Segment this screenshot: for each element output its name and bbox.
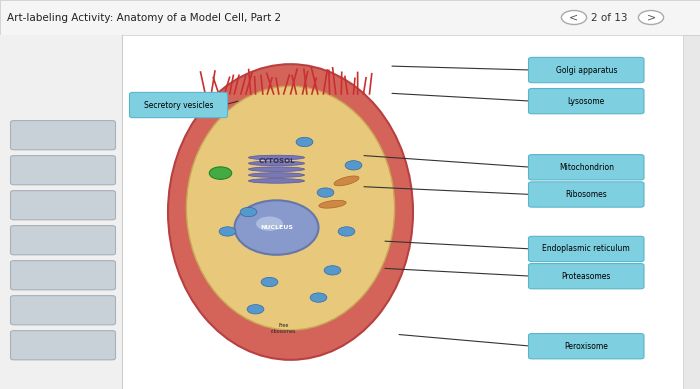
Text: 2 of 13: 2 of 13 [591,12,627,23]
Ellipse shape [248,161,304,166]
FancyBboxPatch shape [10,121,116,150]
Ellipse shape [248,173,304,177]
FancyBboxPatch shape [528,58,644,83]
Circle shape [247,305,264,314]
Text: Free
ribosomes: Free ribosomes [271,323,296,334]
FancyBboxPatch shape [0,0,700,35]
Ellipse shape [248,155,304,160]
Text: Lysosome: Lysosome [568,96,605,106]
FancyBboxPatch shape [10,191,116,220]
FancyBboxPatch shape [528,237,644,262]
FancyBboxPatch shape [130,93,228,118]
FancyBboxPatch shape [682,35,700,389]
Text: NUCLEUS: NUCLEUS [260,225,293,230]
Text: Secretory vesicles: Secretory vesicles [144,100,214,110]
Ellipse shape [234,200,318,255]
FancyBboxPatch shape [10,296,116,325]
Circle shape [261,277,278,287]
Circle shape [338,227,355,236]
FancyBboxPatch shape [10,261,116,290]
FancyBboxPatch shape [10,331,116,360]
Ellipse shape [334,176,359,186]
Circle shape [324,266,341,275]
Text: Golgi apparatus: Golgi apparatus [556,65,617,75]
Ellipse shape [248,179,304,183]
FancyBboxPatch shape [528,264,644,289]
Ellipse shape [186,86,395,330]
Circle shape [638,11,664,25]
FancyBboxPatch shape [528,155,644,180]
FancyBboxPatch shape [0,35,122,389]
FancyBboxPatch shape [528,334,644,359]
Circle shape [219,227,236,236]
Text: Endoplasmic reticulum: Endoplasmic reticulum [542,244,630,254]
Circle shape [345,161,362,170]
Circle shape [240,207,257,217]
Text: Ribosomes: Ribosomes [566,190,607,199]
Text: Peroxisome: Peroxisome [564,342,608,351]
FancyBboxPatch shape [528,182,644,207]
Circle shape [296,137,313,147]
Circle shape [561,11,587,25]
Text: Mitochondrion: Mitochondrion [559,163,614,172]
Circle shape [317,188,334,197]
Text: Art-labeling Activity: Anatomy of a Model Cell, Part 2: Art-labeling Activity: Anatomy of a Mode… [7,12,281,23]
Ellipse shape [168,64,413,360]
Ellipse shape [256,216,284,231]
Ellipse shape [248,167,304,172]
Text: <: < [569,12,579,23]
FancyBboxPatch shape [10,226,116,255]
FancyBboxPatch shape [10,156,116,185]
Text: Proteasomes: Proteasomes [561,272,611,281]
FancyBboxPatch shape [528,89,644,114]
Circle shape [310,293,327,302]
Ellipse shape [319,200,346,208]
Text: CYTOSOL: CYTOSOL [258,158,295,165]
Circle shape [209,167,232,179]
Text: >: > [646,12,656,23]
